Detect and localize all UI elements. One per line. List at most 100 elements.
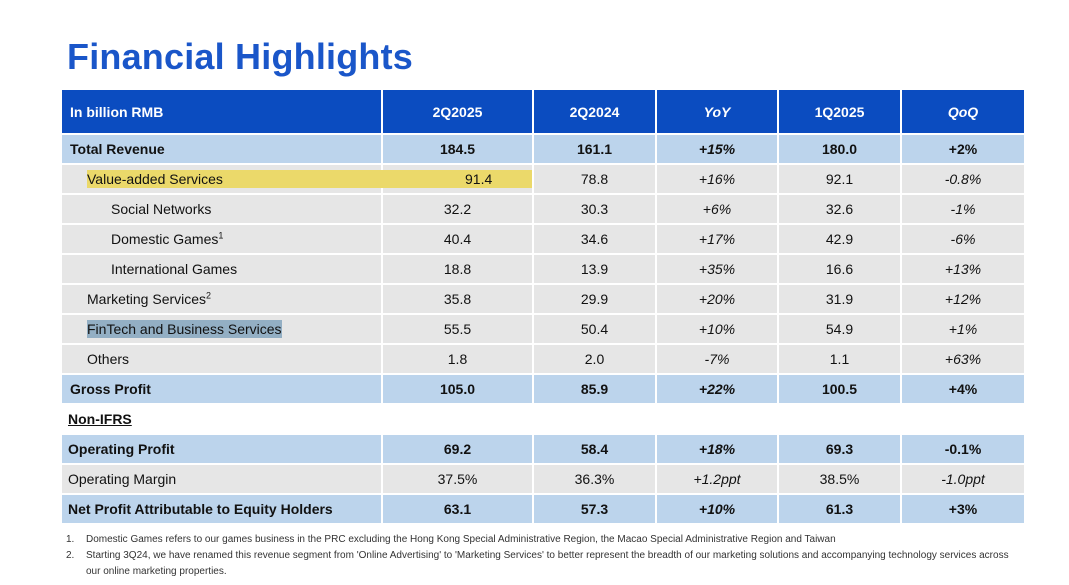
empty-cell bbox=[656, 404, 779, 435]
cell: -6% bbox=[901, 224, 1024, 255]
row-label-cell: FinTech and Business Services bbox=[62, 314, 383, 345]
table-row: Gross Profit 105.0 85.9 +22% 100.5 +4% bbox=[62, 374, 1024, 405]
cell-highlight: 91.4 bbox=[383, 170, 532, 188]
footnote-number: 2. bbox=[66, 550, 75, 561]
footnote-number: 1. bbox=[66, 534, 75, 545]
cell: 29.9 bbox=[533, 284, 657, 315]
header-yoy: YoY bbox=[656, 90, 779, 135]
row-label: International Games bbox=[62, 254, 383, 285]
footnote-text: Domestic Games refers to our games busin… bbox=[86, 534, 836, 545]
cell: +1% bbox=[901, 314, 1024, 345]
cell-wrapper: 91.4 bbox=[382, 164, 534, 195]
footnote: 1. Domestic Games refers to our games bu… bbox=[66, 532, 1016, 548]
row-label: Social Networks bbox=[62, 194, 383, 225]
footnote-ref: 1 bbox=[218, 230, 224, 241]
cell: +10% bbox=[656, 314, 779, 345]
row-label-cell: Domestic Games1 bbox=[62, 224, 383, 255]
table-row: Operating Margin 37.5% 36.3% +1.2ppt 38.… bbox=[62, 464, 1024, 495]
cell: 42.9 bbox=[778, 224, 902, 255]
row-label-cell: Value-added Services bbox=[62, 164, 383, 195]
cell: 69.3 bbox=[778, 434, 902, 465]
cell: 55.5 bbox=[382, 314, 534, 345]
cell: 78.8 bbox=[533, 164, 657, 195]
cell: 36.3% bbox=[533, 464, 657, 495]
table-row: Others 1.8 2.0 -7% 1.1 +63% bbox=[62, 344, 1024, 375]
row-label: Net Profit Attributable to Equity Holder… bbox=[62, 494, 383, 525]
footnote: 2. Starting 3Q24, we have renamed this r… bbox=[66, 548, 1016, 580]
row-label: FinTech and Business Services bbox=[87, 320, 282, 338]
cell: 18.8 bbox=[382, 254, 534, 285]
row-label: Total Revenue bbox=[62, 134, 383, 165]
header-2q2024: 2Q2024 bbox=[533, 90, 657, 135]
footnote-ref: 2 bbox=[206, 290, 212, 301]
cell: 31.9 bbox=[778, 284, 902, 315]
empty-cell bbox=[778, 404, 902, 435]
table-row: Social Networks 32.2 30.3 +6% 32.6 -1% bbox=[62, 194, 1024, 225]
table-row: Marketing Services2 35.8 29.9 +20% 31.9 … bbox=[62, 284, 1024, 315]
table-row: International Games 18.8 13.9 +35% 16.6 … bbox=[62, 254, 1024, 285]
footnote-text: Starting 3Q24, we have renamed this reve… bbox=[86, 550, 1009, 577]
cell: +2% bbox=[901, 134, 1024, 165]
cell: +20% bbox=[656, 284, 779, 315]
cell: 69.2 bbox=[382, 434, 534, 465]
cell: +63% bbox=[901, 344, 1024, 375]
cell: 13.9 bbox=[533, 254, 657, 285]
row-label: Marketing Services bbox=[87, 291, 207, 307]
row-label: Domestic Games bbox=[111, 231, 219, 247]
cell: 32.6 bbox=[778, 194, 902, 225]
cell: 35.8 bbox=[382, 284, 534, 315]
cell: 16.6 bbox=[778, 254, 902, 285]
section-row-non-ifrs: Non-IFRS bbox=[62, 404, 1024, 435]
cell: -7% bbox=[656, 344, 779, 375]
cell: 1.8 bbox=[382, 344, 534, 375]
table-row: Operating Profit 69.2 58.4 +18% 69.3 -0.… bbox=[62, 434, 1024, 465]
cell: -1.0ppt bbox=[901, 464, 1024, 495]
section-label: Non-IFRS bbox=[68, 411, 132, 427]
cell: +12% bbox=[901, 284, 1024, 315]
header-label: In billion RMB bbox=[62, 90, 383, 135]
cell: +10% bbox=[656, 494, 779, 525]
table-row: Domestic Games1 40.4 34.6 +17% 42.9 -6% bbox=[62, 224, 1024, 255]
cell: 92.1 bbox=[778, 164, 902, 195]
row-label: Gross Profit bbox=[62, 374, 383, 405]
empty-cell bbox=[533, 404, 657, 435]
header-2q2025: 2Q2025 bbox=[382, 90, 534, 135]
financial-table: In billion RMB 2Q2025 2Q2024 YoY 1Q2025 … bbox=[62, 90, 1024, 525]
cell: 105.0 bbox=[382, 374, 534, 405]
cell: 54.9 bbox=[778, 314, 902, 345]
cell: 100.5 bbox=[778, 374, 902, 405]
cell: +6% bbox=[656, 194, 779, 225]
cell: -1% bbox=[901, 194, 1024, 225]
cell: 85.9 bbox=[533, 374, 657, 405]
cell: -0.1% bbox=[901, 434, 1024, 465]
cell: +3% bbox=[901, 494, 1024, 525]
cell: 38.5% bbox=[778, 464, 902, 495]
cell: +17% bbox=[656, 224, 779, 255]
cell: 40.4 bbox=[382, 224, 534, 255]
cell: 37.5% bbox=[382, 464, 534, 495]
cell: 61.3 bbox=[778, 494, 902, 525]
cell: 1.1 bbox=[778, 344, 902, 375]
cell: 2.0 bbox=[533, 344, 657, 375]
footnotes: 1. Domestic Games refers to our games bu… bbox=[66, 532, 1016, 580]
cell: +35% bbox=[656, 254, 779, 285]
cell: 58.4 bbox=[533, 434, 657, 465]
cell: 184.5 bbox=[382, 134, 534, 165]
cell: 57.3 bbox=[533, 494, 657, 525]
row-label: Operating Profit bbox=[62, 434, 383, 465]
table-row: Value-added Services 91.4 78.8 +16% 92.1… bbox=[62, 164, 1024, 195]
table-header-row: In billion RMB 2Q2025 2Q2024 YoY 1Q2025 … bbox=[62, 90, 1024, 135]
header-1q2025: 1Q2025 bbox=[778, 90, 902, 135]
cell: +4% bbox=[901, 374, 1024, 405]
cell: +16% bbox=[656, 164, 779, 195]
cell: -0.8% bbox=[901, 164, 1024, 195]
table-row: Total Revenue 184.5 161.1 +15% 180.0 +2% bbox=[62, 134, 1024, 165]
table-row: FinTech and Business Services 55.5 50.4 … bbox=[62, 314, 1024, 345]
row-label: Value-added Services bbox=[87, 170, 383, 188]
row-label-cell: Marketing Services2 bbox=[62, 284, 383, 315]
table-row: Net Profit Attributable to Equity Holder… bbox=[62, 494, 1024, 525]
cell: +18% bbox=[656, 434, 779, 465]
cell: 50.4 bbox=[533, 314, 657, 345]
row-label: Operating Margin bbox=[62, 464, 383, 495]
empty-cell bbox=[901, 404, 1024, 435]
